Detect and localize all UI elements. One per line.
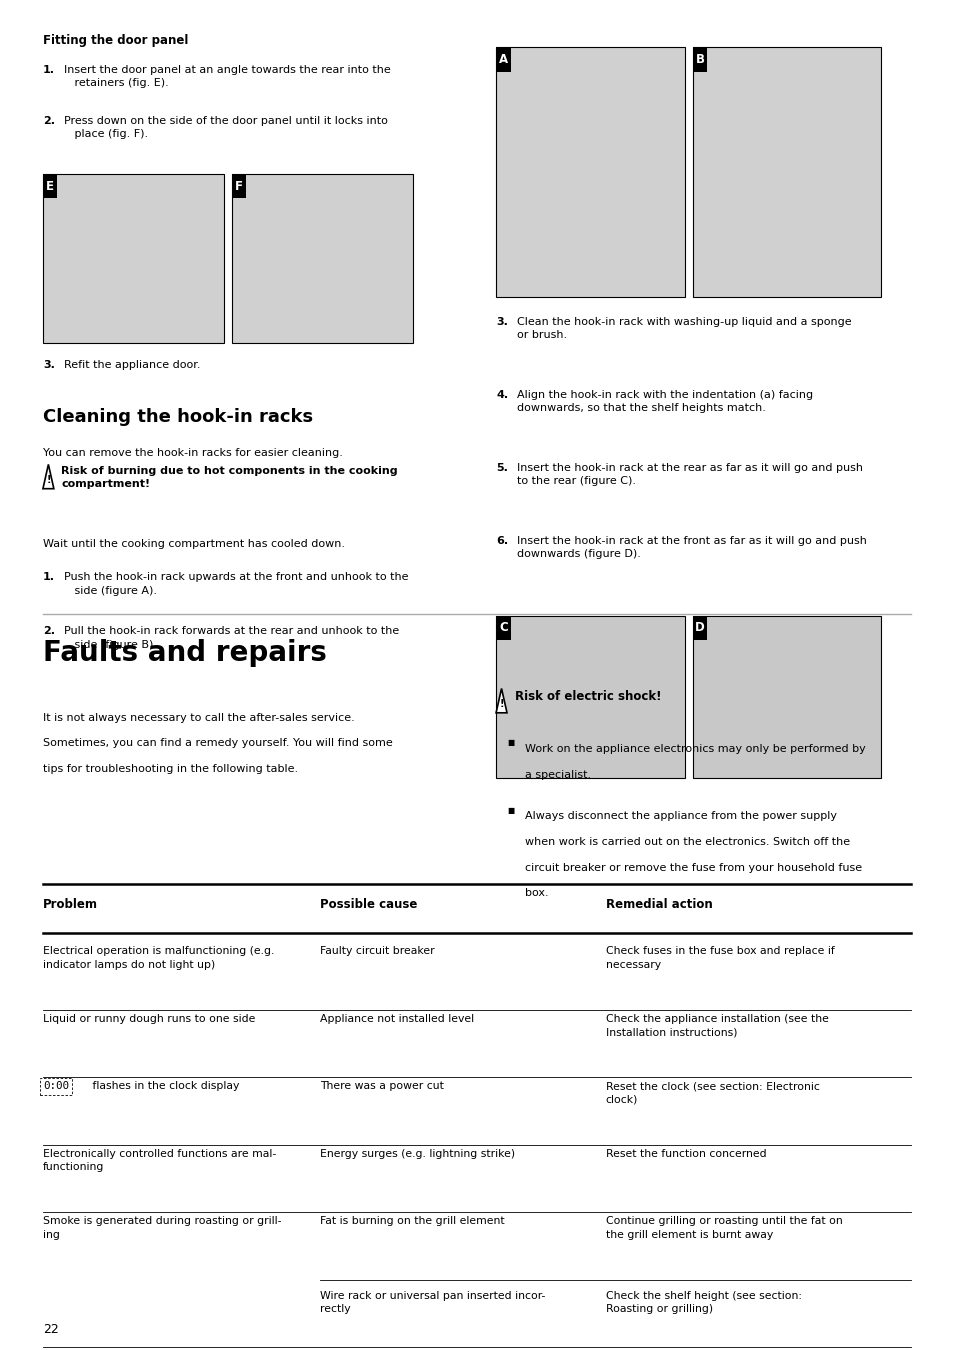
Text: 3.: 3. [496, 317, 507, 327]
Text: C: C [498, 621, 507, 634]
Bar [496, 47, 510, 72]
Text: You can remove the hook-in racks for easier cleaning.: You can remove the hook-in racks for eas… [43, 448, 342, 458]
Text: Possible cause: Possible cause [319, 898, 416, 911]
Text: Faulty circuit breaker: Faulty circuit breaker [319, 946, 434, 956]
Bar [692, 616, 706, 640]
Text: Energy surges (e.g. lightning strike): Energy surges (e.g. lightning strike) [319, 1149, 515, 1158]
Bar [43, 174, 224, 343]
Polygon shape [43, 464, 53, 489]
Text: Electrical operation is malfunctioning (e.g.
indicator lamps do not light up): Electrical operation is malfunctioning (… [43, 946, 274, 969]
Text: 1.: 1. [43, 572, 55, 582]
Text: 2.: 2. [43, 116, 55, 126]
Text: Electronically controlled functions are mal-
functioning: Electronically controlled functions are … [43, 1149, 275, 1172]
Text: E: E [46, 180, 54, 193]
Text: 3.: 3. [43, 360, 54, 370]
Text: 0:00: 0:00 [43, 1081, 69, 1091]
Text: Risk of burning due to hot components in the cooking
compartment!: Risk of burning due to hot components in… [61, 466, 397, 489]
Text: box.: box. [524, 888, 548, 898]
Text: 6.: 6. [496, 536, 508, 545]
Text: Work on the appliance electronics may only be performed by: Work on the appliance electronics may on… [524, 744, 864, 753]
Text: !: ! [46, 475, 51, 485]
Text: Sometimes, you can find a remedy yourself. You will find some: Sometimes, you can find a remedy yoursel… [43, 738, 393, 748]
Text: Fitting the door panel: Fitting the door panel [43, 34, 188, 47]
Text: ■: ■ [507, 806, 515, 815]
Text: Wait until the cooking compartment has cooled down.: Wait until the cooking compartment has c… [43, 539, 345, 548]
Text: Align the hook-in rack with the indentation (a) facing
downwards, so that the sh: Align the hook-in rack with the indentat… [517, 390, 812, 413]
Text: F: F [234, 180, 243, 193]
Text: Clean the hook-in rack with washing-up liquid and a sponge
or brush.: Clean the hook-in rack with washing-up l… [517, 317, 851, 340]
Text: !: ! [498, 699, 503, 709]
Text: Insert the hook-in rack at the rear as far as it will go and push
to the rear (f: Insert the hook-in rack at the rear as f… [517, 463, 862, 486]
Bar [232, 174, 246, 198]
Text: flashes in the clock display: flashes in the clock display [89, 1081, 239, 1091]
Text: Smoke is generated during roasting or grill-
ing: Smoke is generated during roasting or gr… [43, 1216, 281, 1239]
Text: Remedial action: Remedial action [605, 898, 712, 911]
Bar [496, 47, 684, 297]
Text: Problem: Problem [43, 898, 98, 911]
Text: There was a power cut: There was a power cut [319, 1081, 443, 1091]
Text: Insert the door panel at an angle towards the rear into the
   retainers (fig. E: Insert the door panel at an angle toward… [64, 65, 391, 88]
Text: Cleaning the hook-in racks: Cleaning the hook-in racks [43, 408, 313, 425]
Text: ■: ■ [507, 738, 515, 748]
Bar [692, 47, 706, 72]
Text: Faults and repairs: Faults and repairs [43, 639, 327, 667]
Text: Check the shelf height (see section:
Roasting or grilling): Check the shelf height (see section: Roa… [605, 1291, 801, 1314]
Text: 4.: 4. [496, 390, 508, 400]
Text: B: B [695, 53, 703, 66]
Text: Reset the clock (see section: Electronic
clock): Reset the clock (see section: Electronic… [605, 1081, 819, 1104]
Text: Check the appliance installation (see the
Installation instructions): Check the appliance installation (see th… [605, 1014, 828, 1037]
Bar [43, 174, 57, 198]
Text: 22: 22 [43, 1323, 59, 1336]
Text: Check fuses in the fuse box and replace if
necessary: Check fuses in the fuse box and replace … [605, 946, 834, 969]
Text: A: A [498, 53, 507, 66]
Text: 1.: 1. [43, 65, 55, 74]
Text: Pull the hook-in rack forwards at the rear and unhook to the
   side (figure B).: Pull the hook-in rack forwards at the re… [64, 626, 398, 649]
Text: Risk of electric shock!: Risk of electric shock! [514, 690, 660, 703]
Bar [496, 616, 684, 778]
Bar [692, 47, 881, 297]
Text: It is not always necessary to call the after-sales service.: It is not always necessary to call the a… [43, 713, 355, 722]
Bar [496, 616, 510, 640]
Text: tips for troubleshooting in the following table.: tips for troubleshooting in the followin… [43, 764, 297, 774]
Text: circuit breaker or remove the fuse from your household fuse: circuit breaker or remove the fuse from … [524, 863, 861, 872]
Text: Always disconnect the appliance from the power supply: Always disconnect the appliance from the… [524, 811, 836, 821]
Text: Wire rack or universal pan inserted incor-
rectly: Wire rack or universal pan inserted inco… [319, 1291, 544, 1314]
Text: Insert the hook-in rack at the front as far as it will go and push
downwards (fi: Insert the hook-in rack at the front as … [517, 536, 866, 559]
Text: 5.: 5. [496, 463, 507, 472]
Text: Refit the appliance door.: Refit the appliance door. [64, 360, 200, 370]
Text: Continue grilling or roasting until the fat on
the grill element is burnt away: Continue grilling or roasting until the … [605, 1216, 841, 1239]
Text: Press down on the side of the door panel until it locks into
   place (fig. F).: Press down on the side of the door panel… [64, 116, 387, 139]
Text: Reset the function concerned: Reset the function concerned [605, 1149, 765, 1158]
Text: Fat is burning on the grill element: Fat is burning on the grill element [319, 1216, 504, 1226]
Bar [692, 616, 881, 778]
Text: a specialist.: a specialist. [524, 769, 590, 779]
Polygon shape [496, 688, 506, 713]
Text: when work is carried out on the electronics. Switch off the: when work is carried out on the electron… [524, 837, 849, 846]
Text: Appliance not installed level: Appliance not installed level [319, 1014, 474, 1023]
Text: 2.: 2. [43, 626, 55, 636]
Text: D: D [695, 621, 704, 634]
Text: Liquid or runny dough runs to one side: Liquid or runny dough runs to one side [43, 1014, 255, 1023]
Bar [232, 174, 413, 343]
Text: Push the hook-in rack upwards at the front and unhook to the
   side (figure A).: Push the hook-in rack upwards at the fro… [64, 572, 408, 595]
